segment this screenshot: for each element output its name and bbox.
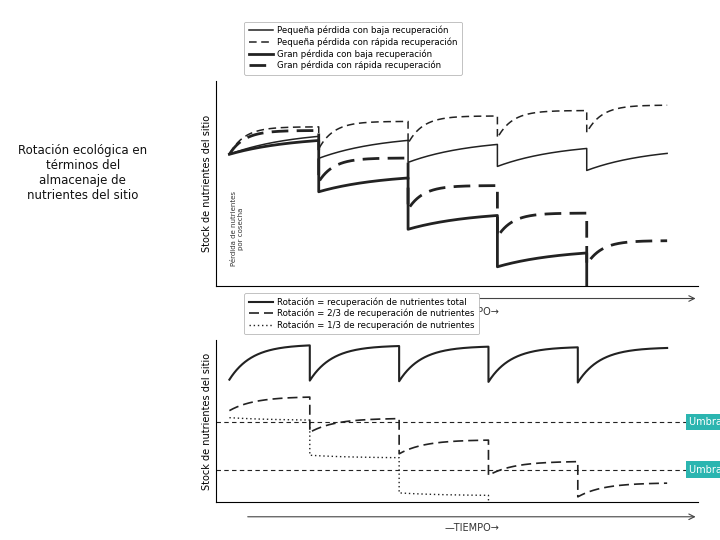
Text: —TIEMPO→: —TIEMPO→ bbox=[444, 523, 499, 534]
Text: Umbral crítico SP: Umbral crítico SP bbox=[690, 417, 720, 427]
Text: Pérdida de nutrientes
por cosecha: Pérdida de nutrientes por cosecha bbox=[231, 191, 244, 266]
Y-axis label: Stock de nutrientes del sitio: Stock de nutrientes del sitio bbox=[202, 353, 212, 490]
Legend: Rotación = recuperación de nutrientes total, Rotación = 2/3 de recuperación de n: Rotación = recuperación de nutrientes to… bbox=[244, 293, 479, 334]
Text: Rotación ecológica en
términos del
almacenaje de
nutrientes del sitio: Rotación ecológica en términos del almac… bbox=[18, 144, 148, 202]
Text: —TIEMPO→: —TIEMPO→ bbox=[444, 307, 499, 317]
Text: Umbral crítico SR: Umbral crítico SR bbox=[690, 465, 720, 475]
Legend: Pequeña pérdida con baja recuperación, Pequeña pérdida con rápida recuperación, : Pequeña pérdida con baja recuperación, P… bbox=[244, 22, 462, 75]
Y-axis label: Stock de nutrientes del sitio: Stock de nutrientes del sitio bbox=[202, 115, 212, 252]
